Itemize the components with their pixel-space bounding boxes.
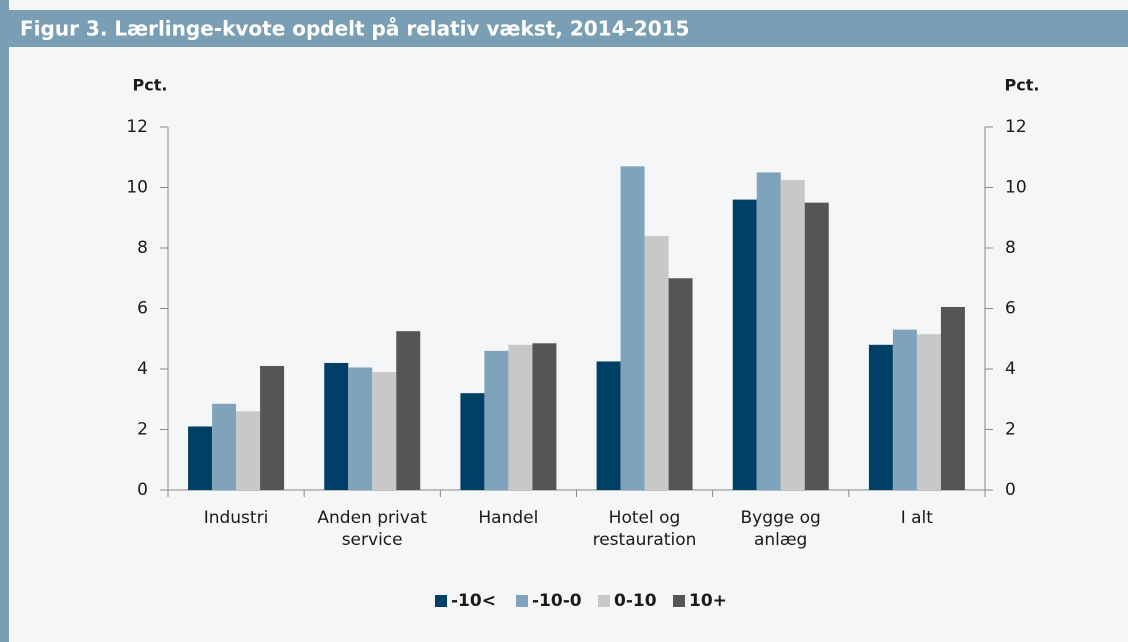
bar — [348, 367, 373, 490]
bar — [644, 235, 669, 490]
bar — [260, 365, 285, 490]
x-tick-label: Industri — [203, 508, 269, 528]
bar — [508, 344, 533, 490]
bar — [396, 331, 421, 490]
bar — [372, 372, 397, 490]
bar — [868, 344, 893, 490]
bar — [804, 202, 829, 490]
bar — [596, 361, 621, 490]
bar — [236, 411, 261, 490]
y-tick-label: 0 — [137, 480, 148, 500]
left-border — [0, 0, 9, 642]
y2-axis-label: Pct. — [1005, 76, 1040, 95]
legend-label: -10< — [451, 591, 496, 611]
bar — [620, 166, 645, 490]
y2-tick-label: 4 — [1005, 359, 1016, 379]
bar — [324, 362, 349, 490]
y2-tick-label: 10 — [1005, 178, 1027, 198]
y2-tick-label: 0 — [1005, 480, 1016, 500]
x-tick-label: Handel — [478, 508, 539, 528]
bar — [668, 278, 693, 490]
y2-tick-label: 6 — [1005, 299, 1016, 319]
x-tick-label: Hotel og restauration — [592, 508, 697, 550]
y-tick-label: 10 — [126, 178, 148, 198]
bar — [756, 172, 781, 490]
y2-tick-label: 8 — [1005, 238, 1016, 258]
y-tick-label: 8 — [137, 238, 148, 258]
x-tick-label: Anden privat service — [317, 508, 427, 550]
legend-label: 10+ — [689, 591, 727, 611]
y-tick-label: 4 — [137, 359, 148, 379]
x-tick-label: I alt — [900, 508, 933, 528]
bar — [916, 334, 941, 490]
bar — [940, 306, 965, 490]
bar — [780, 179, 805, 490]
y-tick-label: 6 — [137, 299, 148, 319]
bar — [212, 403, 237, 490]
bar — [188, 426, 213, 490]
bar — [484, 350, 509, 490]
legend-swatch — [598, 595, 610, 607]
legend-label: -10-0 — [532, 591, 582, 611]
legend-label: 0-10 — [614, 591, 657, 611]
chart-title: Figur 3. Lærlinge-kvote opdelt på relati… — [20, 17, 689, 41]
x-tick-label: Bygge og anlæg — [740, 508, 821, 550]
y-axis-label: Pct. — [133, 76, 168, 95]
legend-swatch — [673, 595, 685, 607]
title-bar — [0, 10, 1128, 47]
y2-tick-label: 12 — [1005, 117, 1027, 137]
y-tick-label: 12 — [126, 117, 148, 137]
bar — [532, 343, 557, 490]
y-tick-label: 2 — [137, 420, 148, 440]
bar — [460, 393, 485, 490]
legend-swatch — [516, 595, 528, 607]
bar — [732, 199, 757, 490]
bar — [892, 329, 917, 490]
legend-swatch — [435, 595, 447, 607]
y2-tick-label: 2 — [1005, 420, 1016, 440]
